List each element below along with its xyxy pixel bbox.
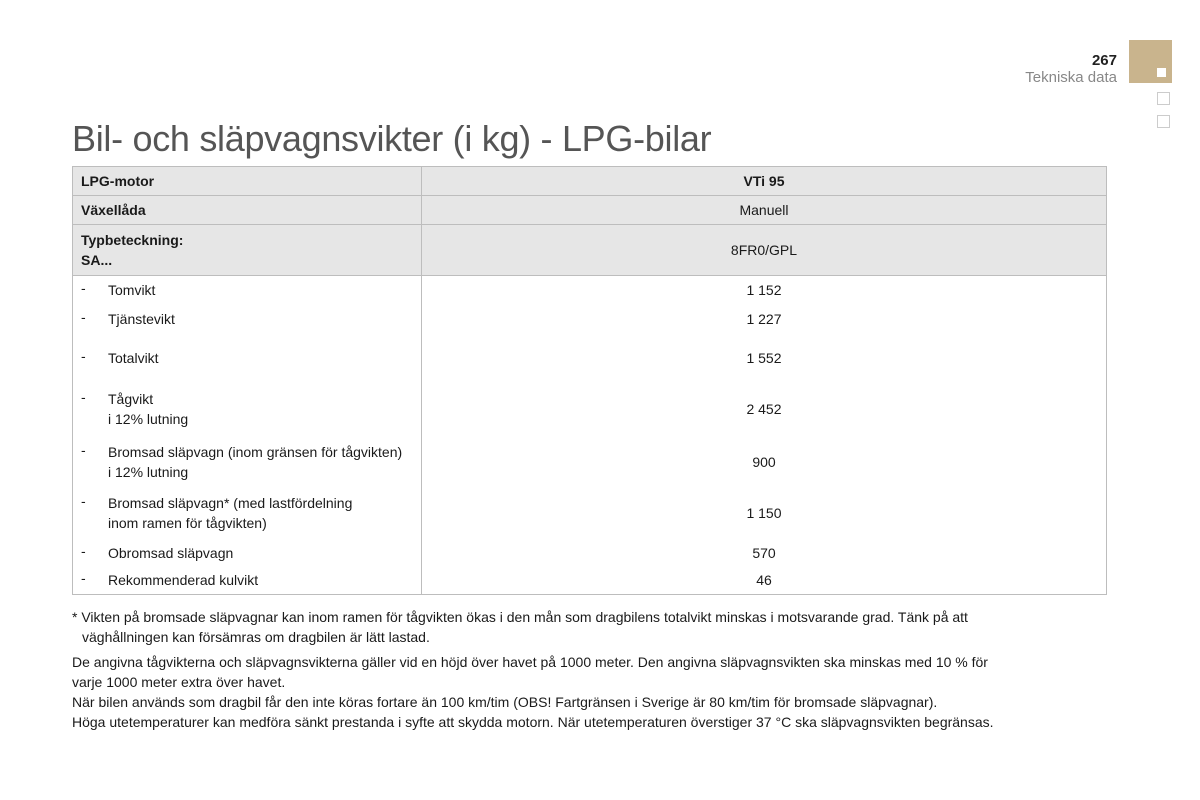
table-header-row: Växellåda Manuell xyxy=(72,195,1107,225)
table-row: - Obromsad släpvagn 570 xyxy=(72,538,1107,567)
label-text: Bromsad släpvagn (inom gränsen för tågvi… xyxy=(108,442,402,482)
label-line: Bromsad släpvagn (inom gränsen för tågvi… xyxy=(108,444,403,460)
page-number: 267 xyxy=(1091,52,1117,69)
label-text: Tjänstevikt xyxy=(108,309,175,329)
note-line: De angivna tågvikterna och släpvagnsvikt… xyxy=(72,654,988,670)
label-line: Totalvikt xyxy=(108,349,159,366)
dash: - xyxy=(81,442,86,458)
label-line: Typbeteckning: xyxy=(81,232,184,248)
label-line: Rekommenderad kulvikt xyxy=(108,572,259,589)
row-label: - Obromsad släpvagn xyxy=(72,538,422,567)
row-value: 570 xyxy=(421,538,1107,567)
header-value: 8FR0/GPL xyxy=(421,224,1107,276)
row-label: - Tomvikt xyxy=(72,275,422,304)
row-label: - Totalvikt xyxy=(72,333,422,382)
header-value: Manuell xyxy=(421,195,1107,225)
section-title: Tekniska data xyxy=(1025,69,1117,86)
label-line: Bromsad släpvagn* (med lastfördelning xyxy=(108,495,353,511)
row-value: 1 227 xyxy=(421,303,1107,334)
note-line: När bilen används som dragbil får den in… xyxy=(72,694,938,710)
label-line: Obromsad släpvagn xyxy=(108,544,234,561)
row-value: 2 452 xyxy=(421,381,1107,437)
label-text: Obromsad släpvagn xyxy=(108,543,233,563)
label-line: inom ramen för tågvikten) xyxy=(108,515,267,531)
weights-table: LPG-motor VTi 95 Växellåda Manuell Typbe… xyxy=(72,166,1107,595)
page-title: Bil- och släpvagnsvikter (i kg) - LPG-bi… xyxy=(72,118,712,159)
label-line: i 12% lutning xyxy=(108,464,189,480)
row-value: 1 150 xyxy=(421,487,1107,539)
dash: - xyxy=(81,570,86,587)
note-line: Höga utetemperaturer kan medföra sänkt p… xyxy=(72,714,994,730)
chapter-tab xyxy=(1129,40,1172,83)
label-text: Rekommenderad kulvikt xyxy=(108,570,258,590)
label-text: Totalvikt xyxy=(108,348,159,368)
table-row: - Bromsad släpvagn* (med lastfördelning in… xyxy=(72,487,1107,539)
row-value: 1 552 xyxy=(421,333,1107,382)
header-value: VTi 95 xyxy=(421,166,1107,196)
square-outline-icon xyxy=(1157,115,1170,128)
table-row: - Rekommenderad kulvikt 46 xyxy=(72,566,1107,595)
table-header-row: LPG-motor VTi 95 xyxy=(72,166,1107,196)
label-line: SA... xyxy=(81,252,113,268)
table-row: - Bromsad släpvagn (inom gränsen för tågv… xyxy=(72,436,1107,488)
table-row: - Tomvikt 1 152 xyxy=(72,275,1107,304)
table-row: - Tågvikt i 12% lutning 2 452 xyxy=(72,381,1107,437)
label-line: Tomvikt xyxy=(108,281,156,298)
notes: De angivna tågvikterna och släpvagnsvikt… xyxy=(72,652,994,732)
table-row: - Totalvikt 1 552 xyxy=(72,333,1107,382)
dash: - xyxy=(81,347,86,364)
row-label: - Tjänstevikt xyxy=(72,303,422,334)
table-row: - Tjänstevikt 1 227 xyxy=(72,303,1107,334)
row-label: - Rekommenderad kulvikt xyxy=(72,566,422,595)
header-label: LPG-motor xyxy=(72,166,422,196)
row-label: - Bromsad släpvagn (inom gränsen för tågv… xyxy=(72,436,422,488)
label-text: Bromsad släpvagn* (med lastfördelning ino… xyxy=(108,493,352,533)
label-line: Tjänstevikt xyxy=(108,310,175,327)
note-line: varje 1000 meter extra över havet. xyxy=(72,674,286,690)
label-text: Tågvikt i 12% lutning xyxy=(108,389,188,429)
footnote-line: * Vikten på bromsade släpvagnar kan inom… xyxy=(72,609,968,625)
footnote: * Vikten på bromsade släpvagnar kan inom… xyxy=(72,607,968,647)
row-value: 1 152 xyxy=(421,275,1107,304)
square-icon xyxy=(1157,68,1166,77)
table-header-row: Typbeteckning: SA... 8FR0/GPL xyxy=(72,224,1107,276)
dash: - xyxy=(81,493,86,509)
dash: - xyxy=(81,279,86,296)
label-line: i 12% lutning xyxy=(108,411,189,427)
dash: - xyxy=(81,308,86,325)
label-line: Tågvikt xyxy=(108,391,154,407)
dash: - xyxy=(81,389,86,405)
footnote-line: väghållningen kan försämras om dragbilen… xyxy=(82,629,430,645)
label-text: Tomvikt xyxy=(108,280,155,300)
dash: - xyxy=(81,542,86,559)
header-label: Växellåda xyxy=(72,195,422,225)
row-label: - Bromsad släpvagn* (med lastfördelning in… xyxy=(72,487,422,539)
row-value: 46 xyxy=(421,566,1107,595)
row-value: 900 xyxy=(421,436,1107,488)
row-label: - Tågvikt i 12% lutning xyxy=(72,381,422,437)
header-label: Typbeteckning: SA... xyxy=(72,224,422,276)
square-outline-icon xyxy=(1157,92,1170,105)
